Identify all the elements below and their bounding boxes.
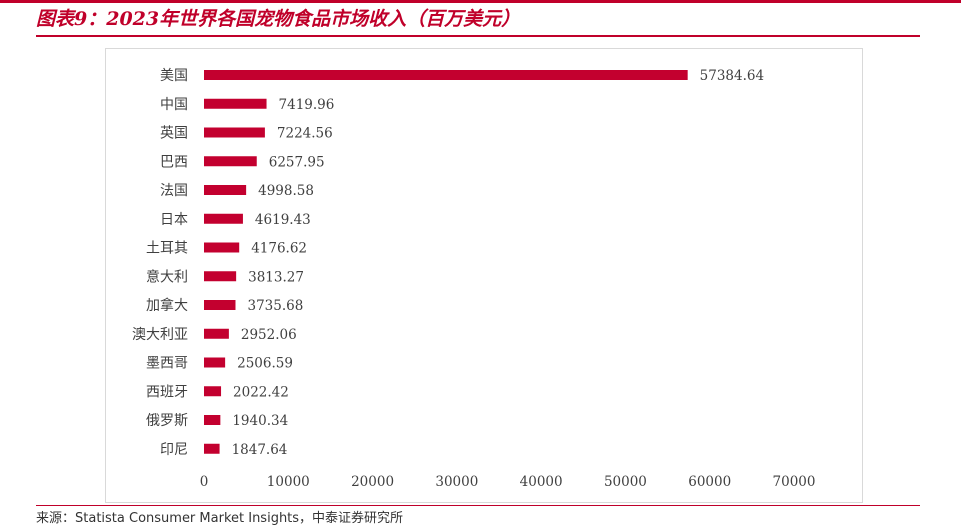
x-tick-label: 70000 [773, 474, 816, 490]
value-label: 4998.58 [258, 183, 314, 199]
category-label: 俄罗斯 [146, 413, 188, 429]
bar [204, 127, 265, 138]
x-tick-label: 20000 [351, 474, 394, 490]
category-label: 墨西哥 [146, 356, 188, 372]
bar [204, 213, 243, 224]
category-label: 印尼 [160, 442, 188, 458]
value-label: 7419.96 [279, 97, 335, 113]
category-label: 土耳其 [146, 241, 188, 257]
bar [204, 443, 220, 454]
category-label: 西班牙 [146, 384, 188, 400]
x-tick-label: 50000 [604, 474, 647, 490]
value-label: 3813.27 [248, 269, 304, 285]
bar [204, 156, 257, 167]
category-label: 美国 [160, 68, 188, 84]
x-tick-label: 0 [200, 474, 209, 490]
value-label: 57384.64 [700, 68, 764, 84]
x-tick-label: 30000 [435, 474, 478, 490]
title-rule [36, 35, 920, 37]
bar [204, 98, 267, 109]
bar [204, 271, 237, 282]
category-label: 英国 [160, 125, 188, 142]
value-label: 6257.95 [269, 154, 325, 170]
x-tick-label: 40000 [520, 474, 563, 490]
value-axis-ticks: 0 10000 20000 30000 40000 50000 60000 70000 [200, 474, 816, 490]
chart-frame: 美国中国英国巴西法国日本土耳其意大利加拿大澳大利亚墨西哥西班牙俄罗斯印尼 573… [105, 48, 863, 503]
bar [204, 185, 247, 195]
value-label: 3735.68 [247, 298, 303, 314]
x-tick-label: 60000 [688, 474, 731, 490]
bar-series [204, 70, 688, 454]
bottom-rule [36, 505, 920, 506]
value-label: 1847.64 [232, 442, 288, 458]
bar [204, 386, 222, 397]
value-label: 2506.59 [237, 356, 293, 372]
bar [204, 328, 229, 339]
value-label: 2022.42 [233, 384, 289, 400]
category-label: 日本 [160, 212, 188, 228]
bar [204, 300, 236, 310]
source-note: 来源：Statista Consumer Market Insights，中泰证… [36, 511, 404, 526]
figure-title: 图表9：2023年世界各国宠物食品市场收入（百万美元） [36, 8, 521, 30]
data-labels: 57384.64 7419.96 7224.56 6257.95 4998.58 4619… [232, 68, 765, 458]
bar [204, 357, 226, 368]
category-label: 加拿大 [146, 297, 188, 314]
value-label: 2952.06 [241, 327, 297, 343]
value-label: 7224.56 [277, 126, 333, 142]
value-label: 1940.34 [232, 413, 288, 429]
value-label: 4176.62 [251, 241, 307, 257]
top-rule [0, 0, 961, 3]
category-label: 澳大利亚 [132, 327, 188, 343]
category-label: 中国 [160, 97, 188, 113]
value-label: 4619.43 [255, 212, 311, 228]
bar [204, 415, 221, 425]
bar [204, 242, 240, 253]
category-label: 法国 [160, 183, 188, 199]
bar [204, 70, 688, 80]
category-label: 意大利 [146, 268, 188, 285]
category-label: 巴西 [160, 154, 188, 170]
x-tick-label: 10000 [267, 474, 310, 490]
